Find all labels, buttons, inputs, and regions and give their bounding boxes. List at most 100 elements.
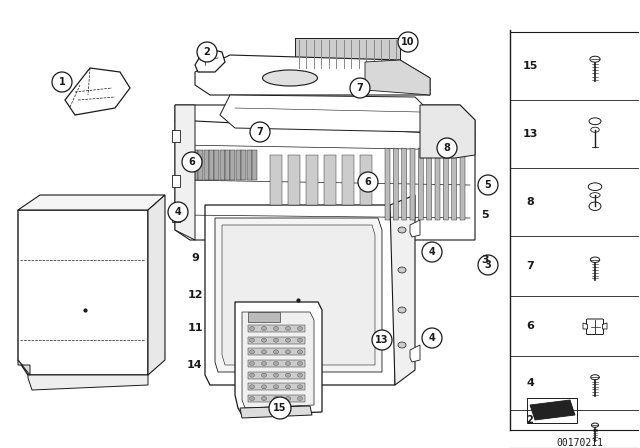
- Ellipse shape: [298, 396, 303, 401]
- Polygon shape: [246, 150, 252, 180]
- Polygon shape: [28, 375, 148, 390]
- Ellipse shape: [262, 350, 266, 354]
- Text: 00170211: 00170211: [557, 438, 604, 448]
- Text: 13: 13: [522, 129, 538, 139]
- Text: 6: 6: [526, 321, 534, 331]
- Text: 4: 4: [526, 378, 534, 388]
- Text: 15: 15: [273, 403, 287, 413]
- Circle shape: [478, 175, 498, 195]
- Ellipse shape: [273, 327, 278, 331]
- Polygon shape: [182, 150, 187, 180]
- Text: 5: 5: [484, 180, 492, 190]
- Ellipse shape: [589, 202, 601, 211]
- Ellipse shape: [250, 396, 255, 401]
- Polygon shape: [248, 395, 305, 402]
- Text: 4: 4: [429, 247, 435, 257]
- Polygon shape: [205, 205, 395, 385]
- Text: 8: 8: [526, 197, 534, 207]
- Polygon shape: [175, 120, 475, 240]
- Ellipse shape: [590, 193, 600, 198]
- Polygon shape: [222, 225, 375, 365]
- Polygon shape: [248, 325, 305, 332]
- Polygon shape: [215, 218, 382, 372]
- Polygon shape: [195, 55, 430, 95]
- Ellipse shape: [285, 350, 291, 354]
- Polygon shape: [385, 148, 390, 220]
- Text: 12: 12: [188, 290, 203, 300]
- Text: 5: 5: [481, 210, 489, 220]
- Ellipse shape: [298, 362, 303, 366]
- Text: 4: 4: [175, 207, 181, 217]
- Ellipse shape: [588, 183, 602, 190]
- Ellipse shape: [250, 385, 255, 389]
- Circle shape: [358, 172, 378, 192]
- Circle shape: [350, 78, 370, 98]
- Ellipse shape: [298, 327, 303, 331]
- Ellipse shape: [250, 350, 255, 354]
- Text: 3: 3: [481, 255, 489, 265]
- Ellipse shape: [262, 70, 317, 86]
- Polygon shape: [248, 349, 305, 355]
- Ellipse shape: [398, 227, 406, 233]
- Circle shape: [372, 330, 392, 350]
- Circle shape: [398, 32, 418, 52]
- Text: 4: 4: [429, 333, 435, 343]
- Polygon shape: [172, 130, 180, 142]
- Polygon shape: [410, 148, 415, 220]
- Polygon shape: [172, 175, 180, 187]
- Polygon shape: [295, 38, 400, 70]
- Polygon shape: [602, 323, 607, 329]
- Polygon shape: [18, 210, 148, 375]
- Circle shape: [168, 202, 188, 222]
- Ellipse shape: [591, 423, 598, 427]
- Ellipse shape: [250, 362, 255, 366]
- Circle shape: [478, 255, 498, 275]
- Polygon shape: [18, 360, 30, 375]
- Polygon shape: [419, 148, 423, 220]
- Polygon shape: [195, 48, 225, 72]
- Ellipse shape: [250, 338, 255, 342]
- Ellipse shape: [273, 350, 278, 354]
- Polygon shape: [204, 150, 209, 180]
- Polygon shape: [248, 383, 305, 390]
- Polygon shape: [342, 155, 354, 205]
- Polygon shape: [444, 148, 449, 220]
- Polygon shape: [252, 150, 257, 180]
- Ellipse shape: [591, 375, 599, 380]
- Polygon shape: [241, 150, 246, 180]
- Polygon shape: [198, 150, 203, 180]
- Polygon shape: [248, 336, 305, 344]
- Polygon shape: [175, 105, 195, 240]
- Polygon shape: [435, 148, 440, 220]
- Polygon shape: [360, 155, 372, 205]
- Circle shape: [269, 397, 291, 419]
- Ellipse shape: [250, 327, 255, 331]
- Ellipse shape: [262, 327, 266, 331]
- Ellipse shape: [589, 118, 601, 125]
- Polygon shape: [452, 148, 457, 220]
- Circle shape: [422, 242, 442, 262]
- Polygon shape: [214, 150, 220, 180]
- Ellipse shape: [591, 127, 599, 132]
- Polygon shape: [240, 406, 312, 418]
- Circle shape: [197, 42, 217, 62]
- Circle shape: [250, 122, 270, 142]
- Circle shape: [52, 72, 72, 92]
- Text: 2: 2: [204, 47, 211, 57]
- Polygon shape: [530, 400, 575, 420]
- Polygon shape: [225, 150, 230, 180]
- Ellipse shape: [398, 307, 406, 313]
- Polygon shape: [410, 345, 420, 362]
- Circle shape: [182, 152, 202, 172]
- Polygon shape: [188, 150, 193, 180]
- Circle shape: [437, 138, 457, 158]
- Ellipse shape: [298, 385, 303, 389]
- Ellipse shape: [285, 385, 291, 389]
- Polygon shape: [220, 150, 225, 180]
- Polygon shape: [248, 372, 305, 379]
- Ellipse shape: [273, 396, 278, 401]
- Ellipse shape: [262, 385, 266, 389]
- Polygon shape: [242, 312, 314, 408]
- Polygon shape: [402, 148, 406, 220]
- Ellipse shape: [273, 362, 278, 366]
